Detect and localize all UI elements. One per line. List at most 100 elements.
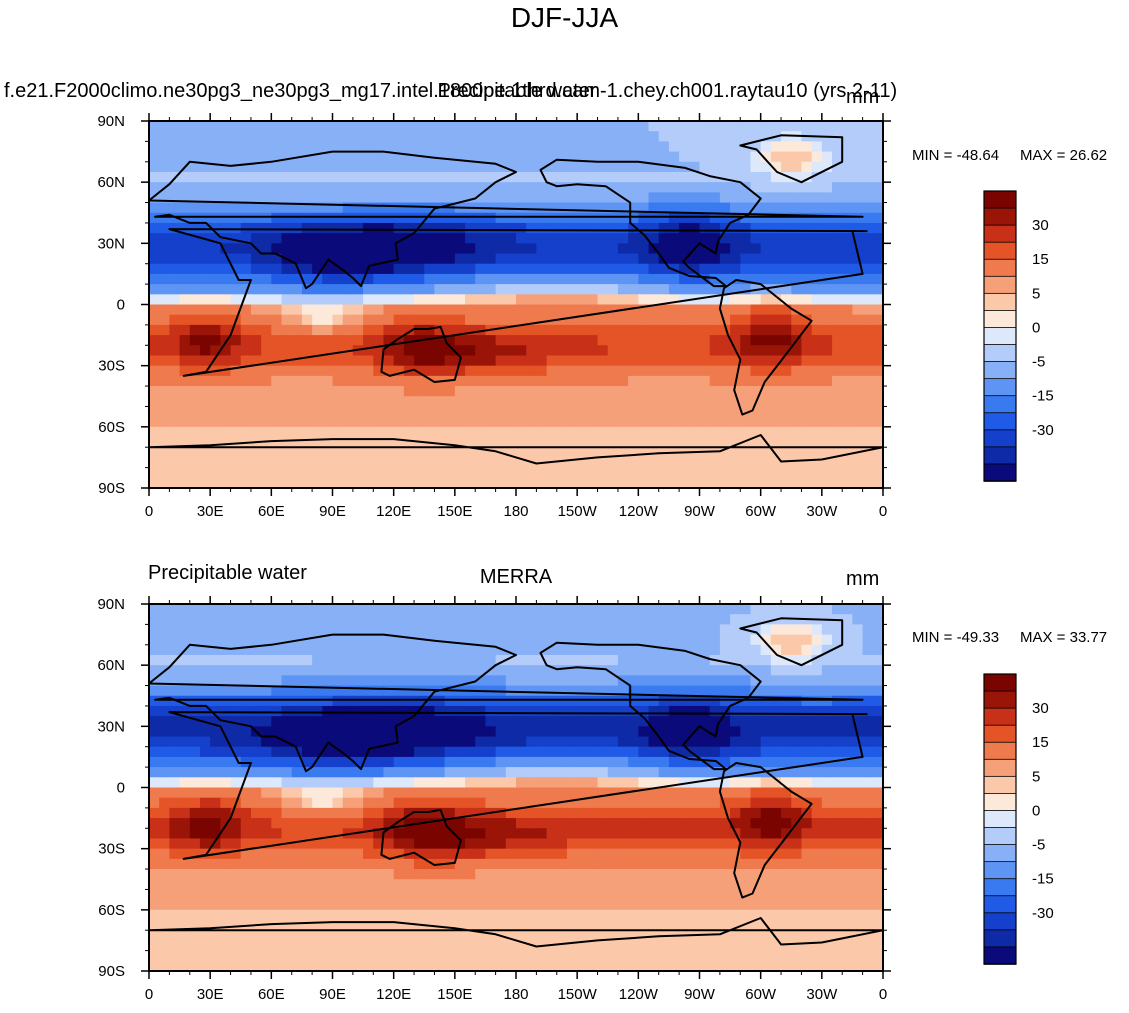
heatmap-cell <box>781 396 792 408</box>
heatmap-cell <box>607 756 619 768</box>
heatmap-cell <box>648 202 660 214</box>
heatmap-cell <box>250 294 262 306</box>
heatmap-cell <box>587 685 599 697</box>
heatmap-cell <box>617 756 629 768</box>
heatmap-cell <box>179 243 191 255</box>
heatmap-cell <box>730 807 741 819</box>
heatmap-cell <box>699 818 711 829</box>
heatmap-cell <box>668 467 680 479</box>
heatmap-cell <box>526 644 537 656</box>
heatmap-cell <box>648 654 660 666</box>
heatmap-cell <box>791 386 803 397</box>
heatmap-cell <box>424 624 436 636</box>
heatmap-cell <box>587 447 599 459</box>
heatmap-cell <box>781 182 792 193</box>
heatmap-cell <box>862 386 874 397</box>
heatmap-cell <box>719 467 731 479</box>
heatmap-cell <box>159 365 170 377</box>
heatmap-cell <box>526 879 537 891</box>
heatmap-cell <box>628 665 639 676</box>
heatmap-cell <box>556 777 568 789</box>
heatmap-cell <box>556 151 568 163</box>
heatmap-cell <box>556 284 568 295</box>
heatmap-cell <box>383 151 395 163</box>
heatmap-cell <box>434 324 446 336</box>
heatmap-cell <box>444 899 456 911</box>
heatmap-cell <box>709 406 721 418</box>
heatmap-cell <box>230 457 242 469</box>
heatmap-cell <box>352 614 364 625</box>
heatmap-cell <box>261 212 272 224</box>
heatmap-cell <box>332 889 344 901</box>
heatmap-cell <box>577 294 588 306</box>
heatmap-cell <box>617 406 629 418</box>
heatmap-cell <box>230 818 242 829</box>
heatmap-cell <box>587 375 599 387</box>
heatmap-cell <box>648 777 660 789</box>
heatmap-cell <box>159 161 170 173</box>
heatmap-cell <box>648 746 660 758</box>
heatmap-cell <box>821 416 833 428</box>
heatmap-cell <box>699 899 711 911</box>
heatmap-cell <box>434 624 446 636</box>
heatmap-cell <box>821 695 833 707</box>
heatmap-cell <box>628 437 639 448</box>
heatmap-cell <box>648 284 660 295</box>
heatmap-cell <box>821 736 833 748</box>
heatmap-cell <box>536 335 548 346</box>
heatmap-cell <box>342 386 354 397</box>
heatmap-cell <box>852 396 864 408</box>
heatmap-cell <box>781 222 792 234</box>
heatmap-cell <box>220 131 232 142</box>
heatmap-cell <box>760 324 772 336</box>
heatmap-cell <box>597 634 609 646</box>
heatmap-cell <box>709 746 721 758</box>
heatmap-cell <box>801 253 813 265</box>
heatmap-cell <box>210 355 221 367</box>
heatmap-cell <box>240 777 252 789</box>
heatmap-cell <box>781 869 792 880</box>
heatmap-cell <box>291 467 303 479</box>
heatmap-cell <box>546 355 558 367</box>
heatmap-cell <box>770 477 782 488</box>
heatmap-cell <box>566 161 578 173</box>
heatmap-cell <box>689 614 701 625</box>
heatmap-cell <box>628 467 639 479</box>
heatmap-cell <box>383 222 395 234</box>
heatmap-cell <box>169 375 181 387</box>
heatmap-cell <box>821 797 833 809</box>
heatmap-cell <box>546 161 558 173</box>
heatmap-cell <box>159 202 170 214</box>
heatmap-cell <box>403 899 415 911</box>
heatmap-cell <box>230 604 242 615</box>
heatmap-cell <box>597 121 609 132</box>
heatmap-cell <box>291 447 303 459</box>
heatmap-cell <box>281 634 293 646</box>
heatmap-cell <box>434 121 446 132</box>
heatmap-cell <box>352 726 364 738</box>
heatmap-cell <box>159 294 170 306</box>
heatmap-cell <box>791 695 803 707</box>
heatmap-cell <box>403 233 415 244</box>
heatmap-cell <box>475 222 487 234</box>
heatmap-cell <box>648 273 660 285</box>
heatmap-cell <box>291 426 303 438</box>
heatmap-cell <box>352 304 364 316</box>
heatmap-cell <box>556 716 568 727</box>
heatmap-cell <box>648 131 660 142</box>
heatmap-cell <box>271 634 283 646</box>
heatmap-cell <box>485 253 497 265</box>
heatmap-cell <box>342 406 354 418</box>
heatmap-cell <box>240 665 252 676</box>
heatmap-cell <box>781 767 792 778</box>
heatmap-cell <box>322 243 334 255</box>
heatmap-cell <box>801 716 813 727</box>
heatmap-cell <box>536 899 548 911</box>
heatmap-cell <box>862 426 874 438</box>
heatmap-cell <box>383 192 395 204</box>
heatmap-cell <box>566 345 578 357</box>
heatmap-cell <box>271 253 283 265</box>
heatmap-cell <box>872 314 883 326</box>
heatmap-cell <box>617 695 629 707</box>
